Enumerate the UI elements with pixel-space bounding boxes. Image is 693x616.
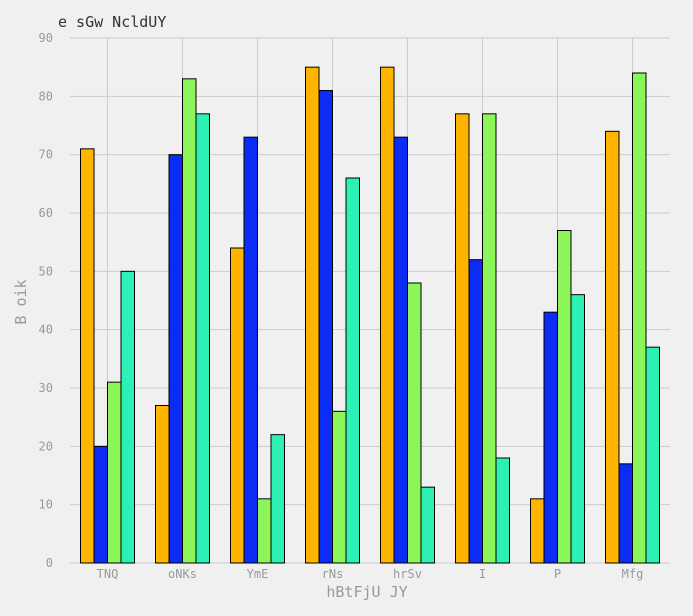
y-tick-label: 10	[39, 498, 53, 512]
y-tick-label: 60	[39, 206, 53, 220]
x-tick-label: Mfg	[622, 567, 644, 581]
bar-Mfg-series-2	[618, 463, 633, 564]
bar-oNKs-series-3	[182, 78, 197, 564]
bar-TNQ-series-2	[93, 445, 108, 564]
y-axis-label: B oik	[12, 279, 30, 324]
bar-TNQ-series-1	[80, 148, 95, 564]
x-axis-label: hBtFjU JY	[326, 583, 407, 601]
y-tick-label: 30	[39, 381, 53, 395]
bar-oNKs-series-2	[168, 154, 183, 564]
y-tick-label: 80	[39, 89, 53, 103]
bar-YmE-series-3	[257, 498, 272, 564]
x-tick-label: rNs	[322, 567, 344, 581]
y-axis-ticks: 0 10 20 30 40 50 60 70 80 90	[39, 31, 53, 570]
x-tick-label: TNQ	[97, 567, 119, 581]
bar-P-series-2	[543, 311, 558, 564]
bar-oNKs-series-4	[195, 113, 210, 564]
bar-rNs-series-1	[305, 66, 320, 564]
bar-rNs-series-3	[332, 410, 347, 564]
x-tick-label: oNKs	[168, 567, 197, 581]
bar-I-series-2	[468, 259, 483, 564]
chart-title: e sGw NcldUY	[58, 13, 166, 31]
bar-Mfg-series-1	[605, 130, 620, 564]
bar-rNs-series-2	[318, 90, 333, 564]
bar-YmE-series-4	[270, 434, 285, 564]
y-tick-label: 90	[39, 31, 53, 45]
bar-I-series-3	[482, 113, 497, 564]
bar-TNQ-series-4	[120, 270, 135, 564]
bar-rNs-series-4	[345, 177, 360, 564]
bar-hrSv-series-2	[393, 136, 408, 564]
bar-TNQ-series-3	[107, 381, 122, 564]
bar-hrSv-series-3	[407, 282, 422, 564]
x-tick-label: hrSv	[393, 567, 422, 581]
x-tick-label: YmE	[247, 567, 269, 581]
x-tick-label: P	[554, 567, 561, 581]
bar-YmE-series-1	[230, 247, 245, 564]
bar-hrSv-series-1	[380, 66, 395, 564]
bar-Mfg-series-4	[645, 346, 660, 564]
x-tick-label: I	[479, 567, 486, 581]
bar-P-series-4	[570, 294, 585, 564]
y-tick-label: 50	[39, 264, 53, 278]
y-tick-label: 20	[39, 439, 53, 453]
bar-I-series-4	[495, 457, 510, 564]
bar-P-series-1	[530, 498, 545, 564]
y-tick-label: 0	[46, 556, 53, 570]
bar-I-series-1	[455, 113, 470, 564]
bars	[80, 66, 660, 564]
bar-oNKs-series-1	[155, 405, 170, 564]
bar-YmE-series-2	[243, 136, 258, 564]
y-tick-label: 70	[39, 148, 53, 162]
bar-hrSv-series-4	[420, 486, 435, 564]
bar-P-series-3	[557, 230, 572, 564]
bar-Mfg-series-3	[632, 72, 647, 564]
x-axis-ticks: TNQ oNKs YmE rNs hrSv I P Mfg	[97, 567, 644, 581]
y-tick-label: 40	[39, 323, 53, 337]
